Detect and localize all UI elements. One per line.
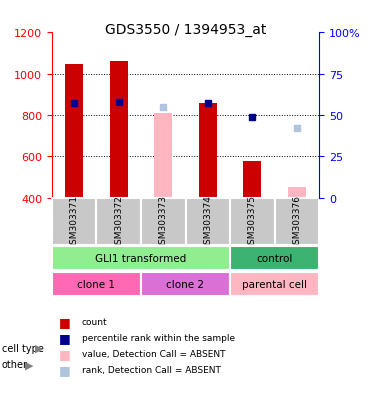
Text: clone 1: clone 1 — [78, 279, 115, 290]
Text: ■: ■ — [59, 331, 71, 344]
Bar — [154, 114, 172, 198]
Text: cell type: cell type — [2, 343, 44, 353]
Text: other: other — [2, 359, 28, 369]
Text: GLI1 transformed: GLI1 transformed — [95, 254, 187, 263]
Text: ■: ■ — [59, 347, 71, 360]
Text: GSM303371: GSM303371 — [70, 195, 79, 249]
Text: rank, Detection Call = ABSENT: rank, Detection Call = ABSENT — [82, 365, 220, 374]
Text: GSM303372: GSM303372 — [114, 195, 123, 249]
Text: value, Detection Call = ABSENT: value, Detection Call = ABSENT — [82, 349, 225, 358]
FancyBboxPatch shape — [141, 273, 230, 296]
FancyBboxPatch shape — [275, 198, 319, 245]
FancyBboxPatch shape — [141, 198, 186, 245]
FancyBboxPatch shape — [230, 247, 319, 270]
Bar — [65, 64, 83, 198]
FancyBboxPatch shape — [52, 247, 230, 270]
FancyBboxPatch shape — [52, 198, 96, 245]
Text: parental cell: parental cell — [242, 279, 307, 290]
Text: clone 2: clone 2 — [167, 279, 204, 290]
Bar — [243, 161, 261, 198]
Text: ■: ■ — [59, 316, 71, 329]
Text: control: control — [256, 254, 293, 263]
Text: ▶: ▶ — [25, 359, 34, 369]
FancyBboxPatch shape — [230, 273, 319, 296]
Text: ■: ■ — [59, 363, 71, 376]
Text: count: count — [82, 318, 107, 327]
Bar — [110, 62, 128, 198]
FancyBboxPatch shape — [52, 273, 141, 296]
FancyBboxPatch shape — [230, 198, 275, 245]
Bar — [288, 188, 306, 198]
Text: percentile rank within the sample: percentile rank within the sample — [82, 333, 235, 342]
Text: GSM303374: GSM303374 — [203, 195, 212, 249]
FancyBboxPatch shape — [186, 198, 230, 245]
Text: GSM303376: GSM303376 — [292, 195, 301, 249]
Bar — [199, 104, 217, 198]
Text: GSM303375: GSM303375 — [248, 195, 257, 249]
Text: GDS3550 / 1394953_at: GDS3550 / 1394953_at — [105, 23, 266, 37]
Text: GSM303373: GSM303373 — [159, 195, 168, 249]
Text: ▶: ▶ — [35, 343, 44, 353]
FancyBboxPatch shape — [96, 198, 141, 245]
